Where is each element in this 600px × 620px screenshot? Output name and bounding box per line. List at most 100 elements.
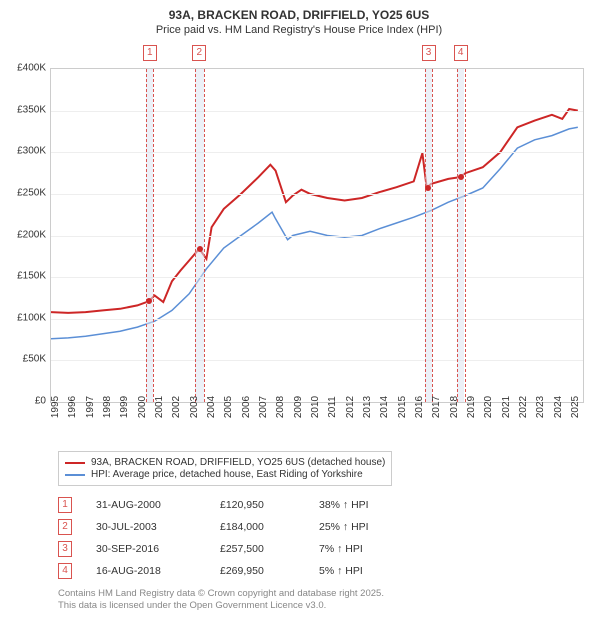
- gridline: [51, 360, 583, 361]
- transaction-row: 1 31-AUG-2000 £120,950 38% ↑ HPI: [58, 494, 580, 516]
- legend-row: HPI: Average price, detached house, East…: [65, 469, 385, 480]
- legend: 93A, BRACKEN ROAD, DRIFFIELD, YO25 6US (…: [58, 451, 392, 486]
- x-tick-label: 2012: [345, 396, 356, 418]
- marker-band: [146, 69, 153, 402]
- x-tick-label: 2009: [293, 396, 304, 418]
- marker-line: [432, 69, 433, 402]
- legend-label: 93A, BRACKEN ROAD, DRIFFIELD, YO25 6US (…: [91, 457, 385, 468]
- x-tick-label: 2010: [310, 396, 321, 418]
- x-tick-label: 2006: [241, 396, 252, 418]
- x-tick-label: 2014: [379, 396, 390, 418]
- legend-swatch: [65, 462, 85, 464]
- x-tick-label: 2017: [431, 396, 442, 418]
- transaction-delta: 5% ↑ HPI: [319, 565, 363, 577]
- marker-badge: 1: [143, 45, 157, 61]
- transaction-delta: 7% ↑ HPI: [319, 543, 363, 555]
- x-tick-label: 2015: [397, 396, 408, 418]
- transaction-date: 16-AUG-2018: [96, 565, 196, 577]
- y-tick-label: £300K: [17, 146, 46, 157]
- x-tick-label: 2003: [189, 396, 200, 418]
- transaction-date: 31-AUG-2000: [96, 499, 196, 511]
- x-tick-label: 1995: [50, 396, 61, 418]
- legend-row: 93A, BRACKEN ROAD, DRIFFIELD, YO25 6US (…: [65, 457, 385, 468]
- footer: Contains HM Land Registry data © Crown c…: [58, 588, 580, 613]
- sale-dot: [197, 246, 203, 252]
- x-tick-label: 2020: [483, 396, 494, 418]
- x-tick-label: 2008: [275, 396, 286, 418]
- marker-badge: 2: [192, 45, 206, 61]
- x-tick-label: 1999: [119, 396, 130, 418]
- gridline: [51, 277, 583, 278]
- transactions-table: 1 31-AUG-2000 £120,950 38% ↑ HPI 2 30-JUL-200…: [58, 494, 580, 582]
- x-tick-label: 1997: [85, 396, 96, 418]
- transaction-row: 4 16-AUG-2018 £269,950 5% ↑ HPI: [58, 560, 580, 582]
- transaction-row: 3 30-SEP-2016 £257,500 7% ↑ HPI: [58, 538, 580, 560]
- transaction-price: £184,000: [220, 521, 295, 533]
- gridline: [51, 236, 583, 237]
- series-property: [51, 109, 578, 313]
- sale-dot: [458, 174, 464, 180]
- marker-line: [204, 69, 205, 402]
- x-tick-label: 2025: [570, 396, 581, 418]
- x-tick-label: 1998: [102, 396, 113, 418]
- x-tick-label: 2013: [362, 396, 373, 418]
- x-tick-label: 2018: [449, 396, 460, 418]
- marker-badge: 4: [454, 45, 468, 61]
- marker-line: [153, 69, 154, 402]
- marker-line: [195, 69, 196, 402]
- y-tick-label: £150K: [17, 271, 46, 282]
- gridline: [51, 152, 583, 153]
- footer-line1: Contains HM Land Registry data © Crown c…: [58, 588, 580, 600]
- x-axis-labels: 1995199619971998199920002001200220032004…: [50, 403, 584, 445]
- legend-label: HPI: Average price, detached house, East…: [91, 469, 363, 480]
- x-tick-label: 2021: [501, 396, 512, 418]
- y-tick-label: £0: [35, 396, 46, 407]
- y-tick-label: £350K: [17, 104, 46, 115]
- transaction-delta: 25% ↑ HPI: [319, 521, 369, 533]
- x-tick-label: 2005: [223, 396, 234, 418]
- gridline: [51, 194, 583, 195]
- x-tick-label: 2007: [258, 396, 269, 418]
- transaction-row: 2 30-JUL-2003 £184,000 25% ↑ HPI: [58, 516, 580, 538]
- page-title: 93A, BRACKEN ROAD, DRIFFIELD, YO25 6US: [8, 8, 590, 22]
- transaction-delta: 38% ↑ HPI: [319, 499, 369, 511]
- transaction-date: 30-SEP-2016: [96, 543, 196, 555]
- transaction-price: £269,950: [220, 565, 295, 577]
- marker-line: [465, 69, 466, 402]
- transaction-badge: 4: [58, 563, 72, 579]
- marker-line: [425, 69, 426, 402]
- gridline: [51, 111, 583, 112]
- transaction-badge: 3: [58, 541, 72, 557]
- chart-wrap: £0£50K£100K£150K£200K£250K£300K£350K£400…: [8, 44, 590, 445]
- transaction-date: 30-JUL-2003: [96, 521, 196, 533]
- sale-dot: [425, 185, 431, 191]
- x-tick-label: 1996: [67, 396, 78, 418]
- x-tick-label: 2011: [327, 396, 338, 418]
- y-tick-label: £400K: [17, 63, 46, 74]
- y-tick-label: £200K: [17, 229, 46, 240]
- transaction-badge: 1: [58, 497, 72, 513]
- marker-line: [146, 69, 147, 402]
- sale-dot: [146, 298, 152, 304]
- x-tick-label: 2023: [535, 396, 546, 418]
- x-tick-label: 2004: [206, 396, 217, 418]
- x-tick-label: 2002: [171, 396, 182, 418]
- y-axis-labels: £0£50K£100K£150K£200K£250K£300K£350K£400…: [8, 44, 50, 379]
- marker-line: [457, 69, 458, 402]
- price-chart: 1234: [50, 68, 584, 403]
- marker-badge: 3: [422, 45, 436, 61]
- transaction-badge: 2: [58, 519, 72, 535]
- marker-band: [425, 69, 433, 402]
- transaction-price: £257,500: [220, 543, 295, 555]
- transaction-price: £120,950: [220, 499, 295, 511]
- page-subtitle: Price paid vs. HM Land Registry's House …: [8, 24, 590, 36]
- x-tick-label: 2024: [553, 396, 564, 418]
- marker-band: [195, 69, 204, 402]
- y-tick-label: £100K: [17, 312, 46, 323]
- x-tick-label: 2001: [154, 396, 165, 418]
- y-tick-label: £50K: [23, 354, 46, 365]
- legend-swatch: [65, 474, 85, 476]
- gridline: [51, 319, 583, 320]
- footer-line2: This data is licensed under the Open Gov…: [58, 600, 580, 612]
- x-tick-label: 2022: [518, 396, 529, 418]
